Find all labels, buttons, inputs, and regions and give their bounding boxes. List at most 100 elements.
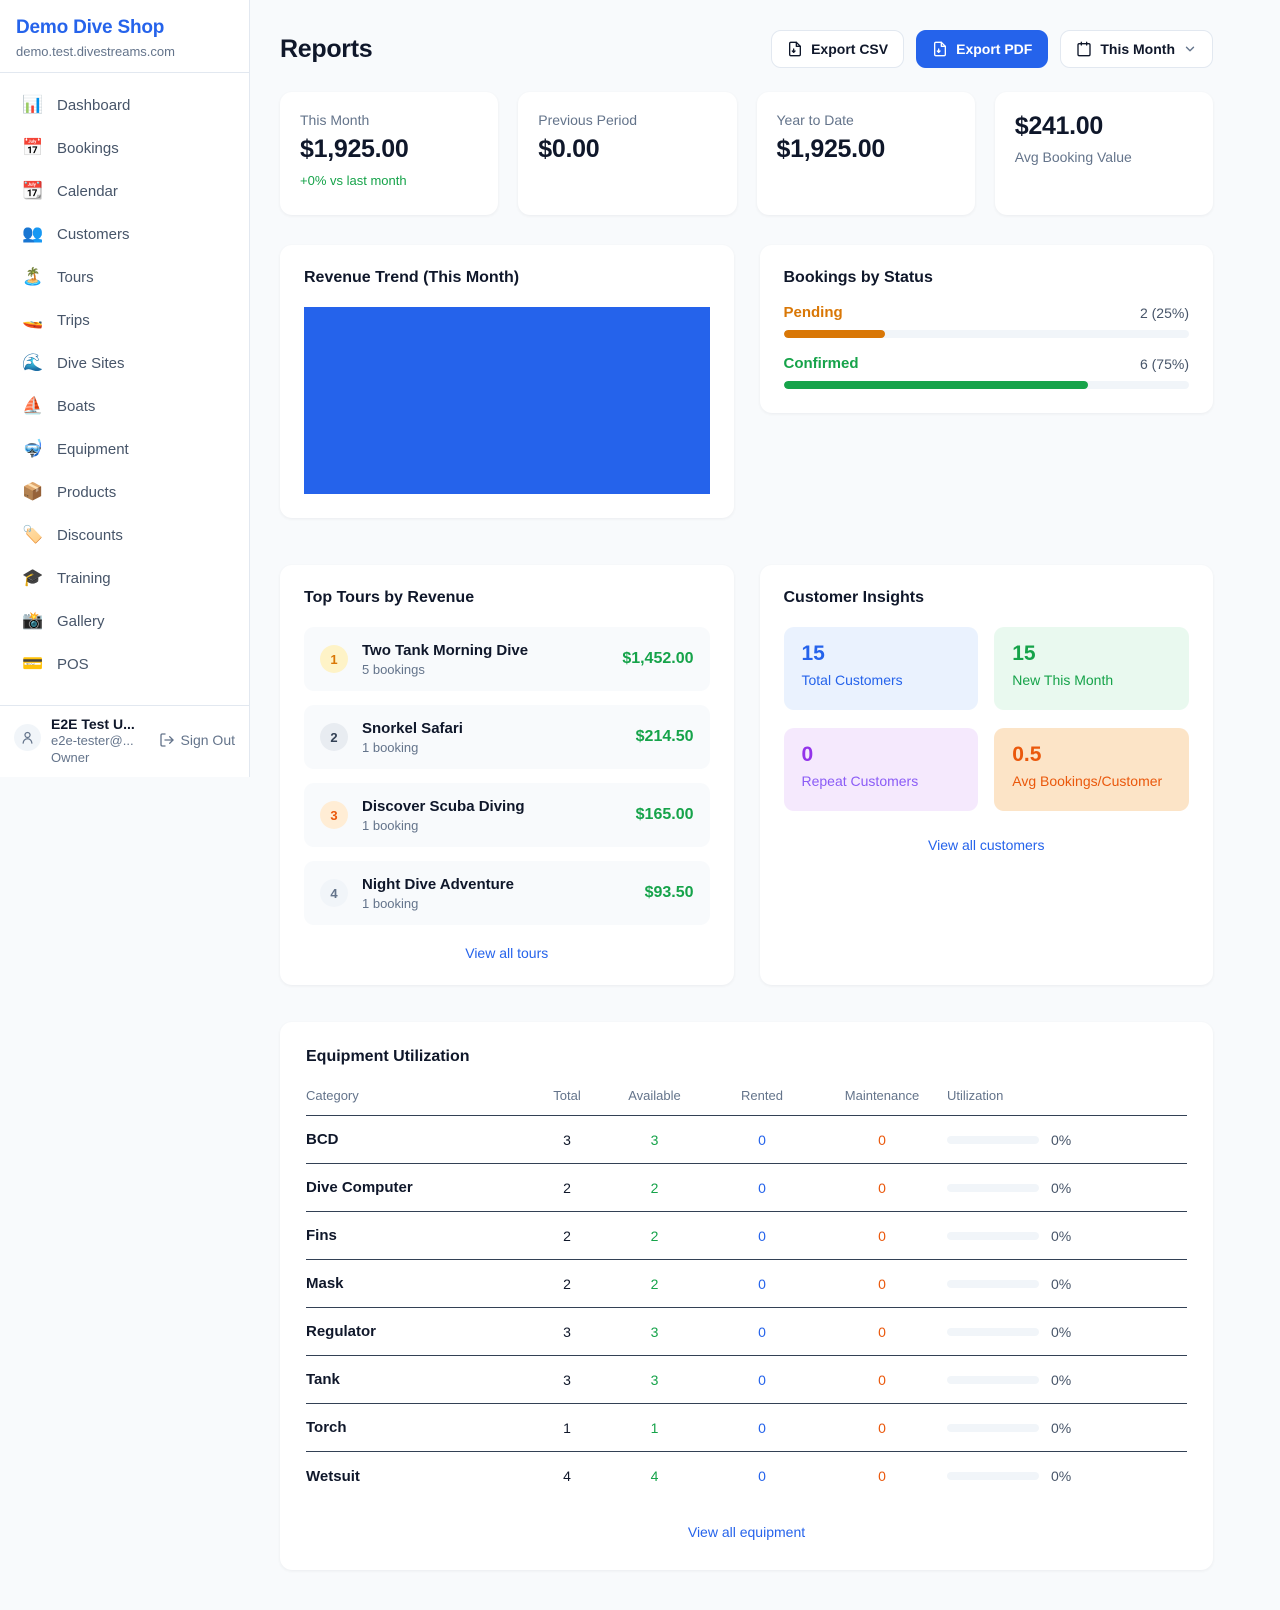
page-header: Reports Export CSV Export PDF This Month xyxy=(280,30,1213,68)
customer-insights-title: Customer Insights xyxy=(783,589,924,606)
tour-row: 1 Two Tank Morning Dive 5 bookings $1,45… xyxy=(304,627,710,691)
utilization-bar-track xyxy=(947,1231,1039,1240)
revenue-trend-card: Revenue Trend (This Month) xyxy=(280,245,734,518)
chevron-down-icon xyxy=(1185,46,1195,52)
export-csv-label: Export CSV xyxy=(811,41,889,57)
logout-icon xyxy=(159,733,174,747)
export-pdf-button[interactable]: Export PDF xyxy=(916,30,1049,68)
island-icon: 🏝️ xyxy=(22,267,44,286)
stat-value: $241.00 xyxy=(1014,112,1104,140)
utilization-bar-track xyxy=(947,1135,1039,1144)
sidebar-item-gallery[interactable]: 📸 Gallery xyxy=(12,601,237,641)
sidebar-item-dive-sites[interactable]: 🌊 Dive Sites xyxy=(12,343,237,383)
shop-domain: demo.test.divestreams.com xyxy=(16,44,175,59)
file-download-icon xyxy=(789,41,802,57)
tile-total-customers: 15 Total Customers xyxy=(783,627,979,710)
stat-value: $1,925.00 xyxy=(776,135,886,163)
sidebar-item-label: Trips xyxy=(57,311,90,329)
equipment-total: 2 xyxy=(563,1179,571,1196)
avatar xyxy=(14,724,41,751)
tile-avg-bookings-customer: 0.5 Avg Bookings/Customer xyxy=(994,728,1189,811)
equipment-maintenance: 0 xyxy=(878,1227,886,1244)
tile-new-this-month: 15 New This Month xyxy=(994,627,1189,710)
equipment-category: Mask xyxy=(306,1275,344,1292)
table-row: Mask 2 2 0 0 0% xyxy=(306,1260,1187,1308)
view-all-equipment-link[interactable]: View all equipment xyxy=(687,1524,806,1540)
sidebar-item-boats[interactable]: ⛵ Boats xyxy=(12,386,237,426)
table-row: Regulator 3 3 0 0 0% xyxy=(306,1308,1187,1356)
stat-cards: This Month $1,925.00 +0% vs last month P… xyxy=(280,92,1213,215)
sidebar-item-label: Gallery xyxy=(57,612,105,630)
equipment-total: 3 xyxy=(563,1131,571,1148)
tour-bookings: 5 bookings xyxy=(362,661,425,677)
utilization-percent: 0% xyxy=(1051,1131,1072,1148)
tile-label: Total Customers xyxy=(801,672,903,688)
equipment-maintenance: 0 xyxy=(878,1419,886,1436)
utilization-percent: 0% xyxy=(1051,1323,1072,1340)
equipment-rented: 0 xyxy=(758,1227,766,1244)
sidebar-item-bookings[interactable]: 📅 Bookings xyxy=(12,128,237,168)
utilization-bar-track xyxy=(947,1472,1039,1480)
sidebar-item-products[interactable]: 📦 Products xyxy=(12,472,237,512)
sidebar-item-equipment[interactable]: 🤿 Equipment xyxy=(12,429,237,469)
equipment-category: Wetsuit xyxy=(306,1467,360,1485)
export-csv-button[interactable]: Export CSV xyxy=(771,30,905,68)
utilization-bar-track xyxy=(947,1183,1039,1192)
rank-badge: 1 xyxy=(320,645,348,673)
utilization-percent: 0% xyxy=(1051,1371,1072,1388)
sign-out-button[interactable]: Sign Out xyxy=(159,732,235,748)
sidebar-item-customers[interactable]: 👥 Customers xyxy=(12,214,237,254)
revenue-trend-title: Revenue Trend (This Month) xyxy=(304,269,520,286)
stat-label: This Month xyxy=(300,112,370,128)
view-all-tours-link[interactable]: View all tours xyxy=(465,945,549,961)
tile-repeat-customers: 0 Repeat Customers xyxy=(783,728,979,811)
package-icon: 📦 xyxy=(22,482,44,501)
sidebar-item-dashboard[interactable]: 📊 Dashboard xyxy=(12,85,237,125)
user-email: e2e-tester@... xyxy=(51,732,134,748)
sidebar-item-tours[interactable]: 🏝️ Tours xyxy=(12,257,237,297)
revenue-trend-chart xyxy=(304,307,710,494)
status-label: Pending xyxy=(783,304,843,321)
sidebar-item-training[interactable]: 🎓 Training xyxy=(12,558,237,598)
table-row: Torch 1 1 0 0 0% xyxy=(306,1404,1187,1452)
view-all-customers-link[interactable]: View all customers xyxy=(928,837,1045,853)
utilization-percent: 0% xyxy=(1051,1179,1072,1196)
equipment-available: 3 xyxy=(650,1371,659,1388)
sidebar: Demo Dive Shop demo.test.divestreams.com… xyxy=(0,0,250,777)
status-bar-track xyxy=(783,330,1189,338)
tile-value: 0 xyxy=(801,743,814,766)
wave-icon: 🌊 xyxy=(22,353,44,372)
tour-row: 3 Discover Scuba Diving 1 booking $165.0… xyxy=(304,783,710,847)
column-header: Rented xyxy=(741,1088,783,1103)
stat-label: Year to Date xyxy=(776,112,854,128)
equipment-rented: 0 xyxy=(758,1419,766,1436)
sidebar-item-pos[interactable]: 💳 POS xyxy=(12,644,237,684)
equipment-available: 4 xyxy=(650,1468,659,1484)
period-dropdown[interactable]: This Month xyxy=(1060,30,1213,68)
sidebar-item-label: POS xyxy=(57,655,89,673)
sidebar-item-label: Boats xyxy=(57,397,96,415)
sidebar-item-trips[interactable]: 🚤 Trips xyxy=(12,300,237,340)
equipment-category: Fins xyxy=(306,1227,337,1244)
utilization-bar-track xyxy=(947,1375,1039,1384)
sidebar-item-label: Tours xyxy=(57,268,94,286)
tour-bookings: 1 booking xyxy=(362,817,419,833)
sidebar-item-discounts[interactable]: 🏷️ Discounts xyxy=(12,515,237,555)
sidebar-item-calendar[interactable]: 📆 Calendar xyxy=(12,171,237,211)
column-header: Utilization xyxy=(947,1088,1004,1103)
user-name: E2E Test U... xyxy=(51,716,135,732)
equipment-available: 2 xyxy=(650,1179,659,1196)
status-count: 6 (75%) xyxy=(1139,355,1189,372)
utilization-bar-track xyxy=(947,1327,1039,1336)
tile-label: New This Month xyxy=(1012,672,1114,688)
equipment-rented: 0 xyxy=(758,1179,766,1196)
tour-bookings: 1 booking xyxy=(362,895,419,911)
stat-card-this-month: This Month $1,925.00 +0% vs last month xyxy=(280,92,499,215)
status-label: Confirmed xyxy=(783,355,859,372)
utilization-bar-track xyxy=(947,1423,1039,1432)
equipment-maintenance: 0 xyxy=(878,1371,886,1388)
equipment-maintenance: 0 xyxy=(878,1323,886,1340)
tour-list: 1 Two Tank Morning Dive 5 bookings $1,45… xyxy=(304,627,710,925)
calendar-date-icon: 📅 xyxy=(22,138,44,157)
sidebar-item-label: Bookings xyxy=(57,139,119,157)
